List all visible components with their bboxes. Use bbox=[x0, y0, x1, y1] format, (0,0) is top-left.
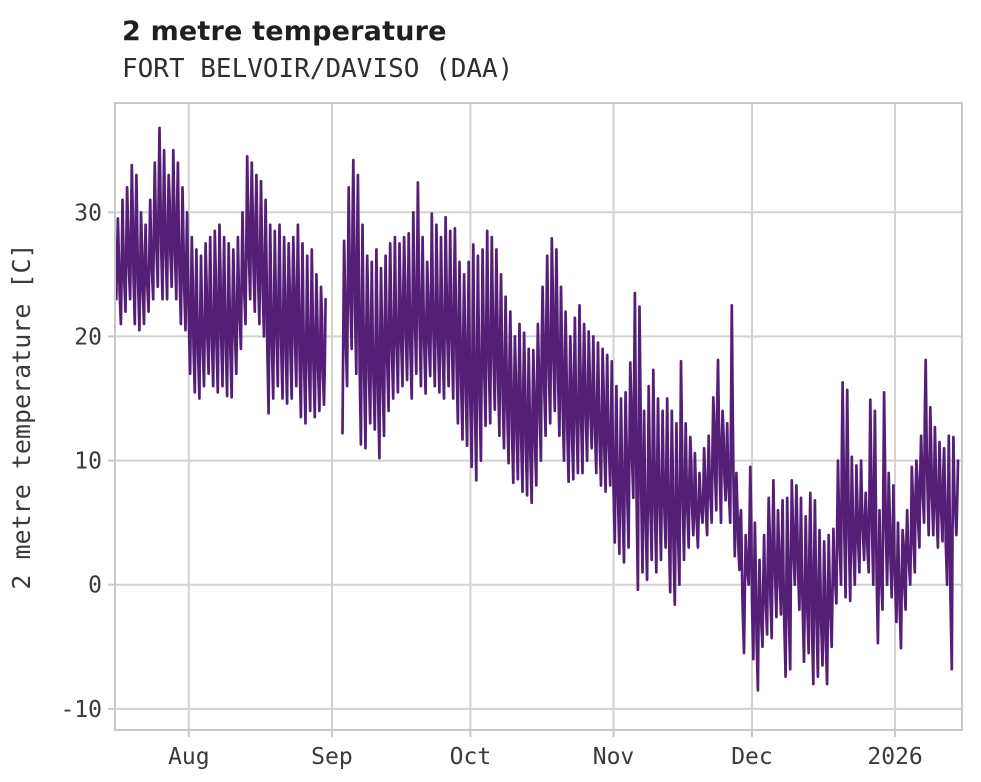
y-tick-label: 30 bbox=[74, 200, 102, 226]
chart-subtitle: FORT BELVOIR/DAVISO (DAA) bbox=[122, 54, 514, 84]
x-tick-label: 2026 bbox=[867, 744, 922, 770]
axis-ticks bbox=[108, 211, 897, 737]
x-tick-label: Oct bbox=[450, 744, 492, 770]
y-axis-label: 2 metre temperature [C] bbox=[7, 243, 36, 589]
plot-border bbox=[114, 102, 963, 731]
temperature-series-line bbox=[115, 126, 960, 692]
y-tick-label: 0 bbox=[88, 573, 102, 599]
y-tick-label: 20 bbox=[74, 324, 102, 350]
y-tick-label: 10 bbox=[74, 449, 102, 475]
chart-title: 2 metre temperature bbox=[122, 16, 447, 47]
x-tick-label: Sep bbox=[311, 744, 353, 770]
y-tick-label: -10 bbox=[60, 697, 102, 723]
x-tick-label: Aug bbox=[168, 744, 210, 770]
x-tick-label: Nov bbox=[593, 744, 635, 770]
x-tick-label: Dec bbox=[731, 744, 773, 770]
axis-tick-labels: -10 0 10 20 30 Aug Sep Oct Nov Dec 2026 bbox=[60, 200, 922, 770]
